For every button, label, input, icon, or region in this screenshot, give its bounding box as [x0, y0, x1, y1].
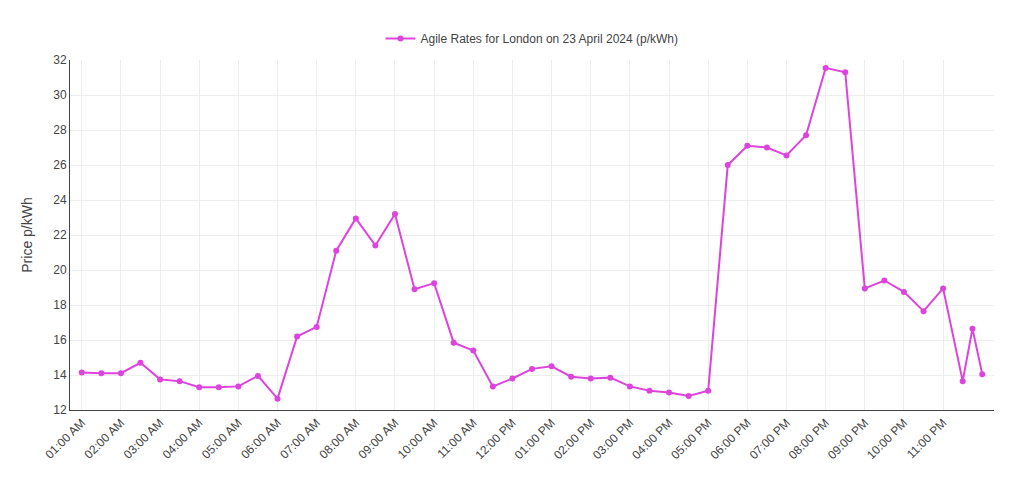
svg-text:14: 14	[53, 368, 67, 382]
svg-text:07:00 AM: 07:00 AM	[277, 416, 323, 462]
svg-text:20: 20	[53, 263, 67, 277]
svg-text:12: 12	[53, 403, 67, 417]
svg-text:09:00 PM: 09:00 PM	[825, 416, 871, 462]
svg-text:03:00 AM: 03:00 AM	[121, 416, 167, 462]
svg-text:04:00 AM: 04:00 AM	[160, 416, 206, 462]
svg-text:08:00 AM: 08:00 AM	[316, 416, 362, 462]
svg-text:02:00 AM: 02:00 AM	[82, 416, 128, 462]
svg-text:06:00 AM: 06:00 AM	[238, 416, 284, 462]
svg-text:16: 16	[53, 333, 67, 347]
svg-text:10:00 PM: 10:00 PM	[864, 416, 910, 462]
svg-text:11:00 AM: 11:00 AM	[435, 416, 480, 461]
svg-text:10:00 AM: 10:00 AM	[395, 416, 441, 462]
svg-text:09:00 AM: 09:00 AM	[356, 416, 402, 462]
svg-text:24: 24	[53, 193, 67, 207]
svg-text:01:00 AM: 01:00 AM	[42, 416, 88, 462]
svg-text:08:00 PM: 08:00 PM	[786, 416, 832, 462]
svg-text:Price p/kWh: Price p/kWh	[19, 197, 35, 272]
svg-text:01:00 PM: 01:00 PM	[512, 416, 558, 462]
svg-text:12:00 PM: 12:00 PM	[473, 416, 519, 462]
svg-text:26: 26	[53, 158, 67, 172]
svg-text:18: 18	[53, 298, 67, 312]
svg-text:05:00 PM: 05:00 PM	[668, 416, 714, 462]
svg-text:32: 32	[53, 53, 67, 67]
svg-text:04:00 PM: 04:00 PM	[629, 416, 675, 462]
svg-text:05:00 AM: 05:00 AM	[199, 416, 245, 462]
svg-text:11:00 PM: 11:00 PM	[904, 416, 950, 462]
svg-text:30: 30	[53, 88, 67, 102]
svg-text:03:00 PM: 03:00 PM	[590, 416, 636, 462]
svg-text:22: 22	[53, 228, 67, 242]
svg-text:Agile Rates for London on 23 A: Agile Rates for London on 23 April 2024 …	[421, 32, 678, 46]
svg-text:02:00 PM: 02:00 PM	[551, 416, 597, 462]
svg-text:07:00 PM: 07:00 PM	[747, 416, 793, 462]
svg-text:28: 28	[53, 123, 67, 137]
svg-text:06:00 PM: 06:00 PM	[707, 416, 753, 462]
